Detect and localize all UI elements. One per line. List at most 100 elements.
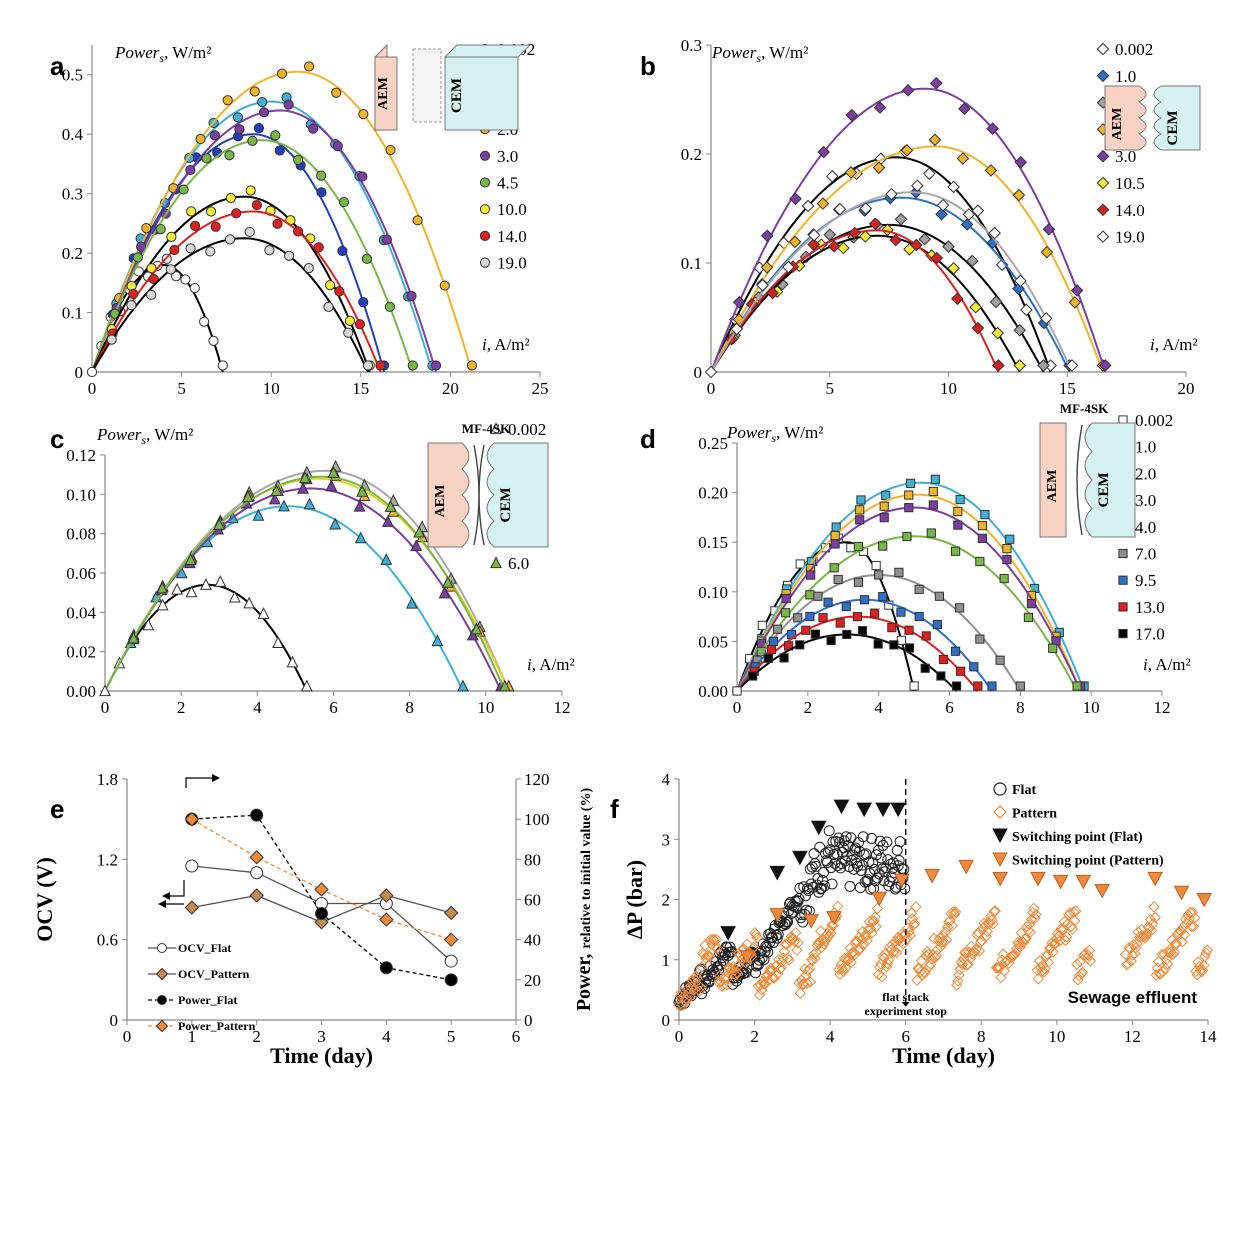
data-point-pattern: [765, 962, 777, 975]
flat-stop-arrow: [901, 1001, 910, 1007]
data-point-pattern: [998, 965, 1011, 977]
y-tick-label: 0.2: [62, 244, 83, 263]
data-point-flat: [826, 878, 838, 890]
data-point-3.0: [928, 500, 938, 510]
data-point-6.0: [470, 622, 483, 635]
data-point-17.0: [904, 643, 915, 653]
legend-label-6.0: 6.0: [508, 554, 529, 573]
x-label-unit: , A/m²: [1148, 655, 1191, 674]
x-tick-label: 0: [101, 698, 110, 717]
legend-marker-3.0: [479, 150, 491, 161]
data-point-pattern: [986, 914, 998, 926]
data-point-9.5: [841, 601, 851, 612]
data-point-OCV_Flat: [250, 866, 264, 880]
data-point-0.002: [208, 335, 219, 346]
data-point-3.0: [332, 141, 343, 152]
data-point-flat: [850, 842, 862, 854]
y-label-main: Power: [96, 425, 142, 444]
data-point-flat: [767, 936, 779, 948]
data-point-OCV_Pattern: [443, 905, 459, 921]
data-point-7.0: [833, 574, 843, 585]
x-tick-label: 10: [477, 698, 494, 717]
data-point-9.5: [969, 662, 979, 672]
data-point-pattern: [681, 994, 693, 1006]
data-point-0.002: [801, 199, 815, 213]
data-point-pattern: [705, 933, 717, 946]
stop-annotation-line2: experiment stop: [865, 1004, 948, 1018]
legend-marker-10.0: [479, 204, 491, 215]
data-point-17.0: [826, 635, 836, 646]
data-point-4.5: [132, 252, 143, 263]
data-point-3.0: [438, 586, 451, 599]
data-point-14.0: [766, 286, 779, 300]
legend-label-19.0: 19.0: [497, 254, 527, 273]
data-point-13.0: [956, 666, 966, 676]
data-point-14.0: [951, 292, 964, 306]
data-point-pattern: [1019, 933, 1031, 945]
data-point-flat: [779, 918, 791, 930]
y-tick-label: 0.10: [66, 485, 96, 504]
x-tick-label: 2: [750, 1027, 759, 1046]
inset-aem-label: AEM: [433, 485, 448, 518]
data-point-6.0: [356, 484, 368, 497]
data-point-pattern: [937, 930, 949, 942]
data-point-14.0: [251, 199, 262, 211]
y-tick-label: 4: [662, 770, 671, 789]
data-point-7.0: [914, 584, 924, 594]
panel-letter: b: [640, 51, 656, 81]
data-point-pattern: [911, 974, 923, 987]
data-point-pattern: [901, 932, 913, 945]
data-point-OCV_Pattern: [314, 915, 329, 930]
y-axis-label: Powers, W/m²: [96, 425, 193, 447]
data-point-3.0: [136, 241, 147, 252]
data-point-2.5: [1012, 188, 1026, 202]
data-point-4.0: [829, 563, 839, 573]
data-point-pattern: [1128, 947, 1141, 960]
data-point-pattern: [1054, 935, 1066, 947]
data-point-13.0: [921, 631, 931, 641]
data-point-1.0: [831, 522, 841, 532]
data-point-7.0: [894, 567, 904, 577]
data-point-pattern: [995, 971, 1007, 984]
x-label-unit: , A/m²: [1155, 335, 1198, 354]
data-point-7.0: [995, 655, 1005, 665]
data-point-14.0: [231, 208, 242, 219]
legend-label-13.0: 13.0: [1135, 598, 1165, 617]
data-point-pattern: [1032, 973, 1045, 985]
data-point-pattern: [1017, 936, 1030, 949]
legend-marker-7.0: [1118, 548, 1128, 559]
legend-label-19.0: 19.0: [1115, 228, 1145, 247]
data-point-pattern: [709, 941, 721, 954]
data-point-flat: [856, 859, 868, 871]
panel-letter: e: [50, 794, 64, 824]
data-point-9.5: [914, 611, 924, 622]
data-point-pattern: [808, 948, 820, 961]
data-point-pattern: [836, 962, 848, 975]
data-point-pattern: [861, 934, 873, 947]
y-tick-label: 0.4: [62, 125, 84, 144]
legend-label-1.0: 1.0: [1115, 67, 1136, 86]
data-point-pattern: [782, 952, 794, 964]
data-point-OCV_Pattern: [184, 900, 200, 915]
data-point-17.0: [873, 639, 883, 649]
data-point-14.0: [889, 233, 903, 247]
data-point-pattern: [1159, 962, 1172, 975]
data-point-3.0: [353, 499, 366, 512]
data-point-3.0: [879, 513, 889, 523]
data-point-10.5: [881, 223, 894, 237]
y-tick-label: 0.3: [62, 185, 83, 204]
switch-point-pattern: [1147, 871, 1163, 887]
data-point-0.002: [923, 167, 936, 180]
legend-marker-6.0: [490, 556, 502, 569]
y-label-main: Power: [726, 423, 772, 442]
switch-point-pattern: [958, 859, 975, 875]
data-point-4.0: [1023, 612, 1034, 623]
y-axis-label: OCV (V): [32, 857, 57, 942]
data-point-0.002: [180, 274, 191, 285]
data-point-6.0: [270, 484, 283, 496]
legend-marker-switch-pattern: [992, 852, 1008, 868]
data-point-pattern: [1037, 959, 1049, 971]
data-point-flat: [817, 874, 829, 886]
y-label-main: Power: [711, 43, 757, 62]
x-tick-label: 0: [707, 379, 716, 398]
